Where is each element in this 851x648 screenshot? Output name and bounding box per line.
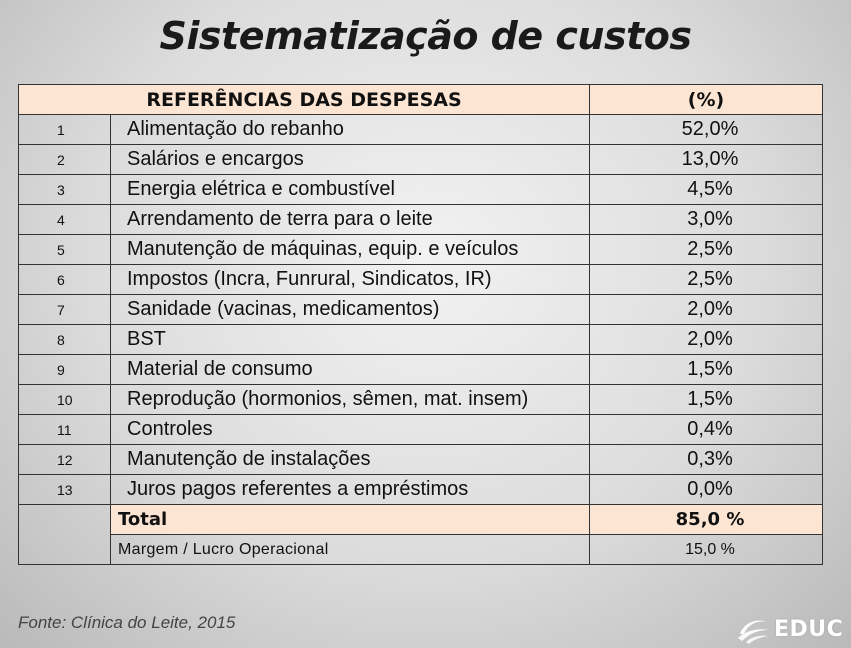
row-percent: 0,3% bbox=[589, 444, 823, 475]
row-number: 5 bbox=[18, 234, 111, 265]
row-number: 4 bbox=[18, 204, 111, 235]
row-description: Salários e encargos bbox=[110, 144, 590, 175]
row-number: 12 bbox=[18, 444, 111, 475]
margin-label: Margem / Lucro Operacional bbox=[110, 534, 590, 565]
table-row: 2 Salários e encargos 13,0% bbox=[18, 144, 823, 175]
table-row: 10 Reprodução (hormonios, sêmen, mat. ins… bbox=[18, 384, 823, 415]
row-description: Energia elétrica e combustível bbox=[110, 174, 590, 205]
row-percent: 2,0% bbox=[589, 294, 823, 325]
row-percent: 1,5% bbox=[589, 354, 823, 385]
row-percent: 52,0% bbox=[589, 114, 823, 145]
row-percent: 0,4% bbox=[589, 414, 823, 445]
row-number: 11 bbox=[18, 414, 111, 445]
cost-table: REFERÊNCIAS DAS DESPESAS (%) 1 Alimentaçã… bbox=[18, 84, 823, 565]
row-number: 9 bbox=[18, 354, 111, 385]
row-description: Manutenção de instalações bbox=[110, 444, 590, 475]
table-row: 7 Sanidade (vacinas, medicamentos) 2,0% bbox=[18, 294, 823, 325]
table-row: 13 Juros pagos referentes a empréstimos 0,… bbox=[18, 474, 823, 505]
row-description: Reprodução (hormonios, sêmen, mat. insem… bbox=[110, 384, 590, 415]
margin-value: 15,0 % bbox=[589, 534, 823, 565]
row-number: 13 bbox=[18, 474, 111, 505]
empty-cell bbox=[18, 504, 111, 565]
table-row: 5 Manutenção de máquinas, equip. e veícul… bbox=[18, 234, 823, 265]
row-description: BST bbox=[110, 324, 590, 355]
row-description: Arrendamento de terra para o leite bbox=[110, 204, 590, 235]
table-row: 11 Controles 0,4% bbox=[18, 414, 823, 445]
page-title: Sistematização de custos bbox=[159, 14, 692, 58]
row-description: Alimentação do rebanho bbox=[110, 114, 590, 145]
row-number: 3 bbox=[18, 174, 111, 205]
globe-swoosh-icon bbox=[738, 620, 768, 644]
table-row: 1 Alimentação do rebanho 52,0% bbox=[18, 114, 823, 145]
source-note: Fonte: Clínica do Leite, 2015 bbox=[18, 613, 236, 632]
row-number: 1 bbox=[18, 114, 111, 145]
row-description: Material de consumo bbox=[110, 354, 590, 385]
row-description: Juros pagos referentes a empréstimos bbox=[110, 474, 590, 505]
table-row: 3 Energia elétrica e combustível 4,5% bbox=[18, 174, 823, 205]
row-number: 6 bbox=[18, 264, 111, 295]
header-references: REFERÊNCIAS DAS DESPESAS bbox=[18, 84, 590, 115]
total-value: 85,0 % bbox=[589, 504, 823, 535]
table-header-row: REFERÊNCIAS DAS DESPESAS (%) bbox=[18, 84, 823, 115]
table-row: 6 Impostos (Incra, Funrural, Sindicatos, … bbox=[18, 264, 823, 295]
table-row: 9 Material de consumo 1,5% bbox=[18, 354, 823, 385]
header-percent: (%) bbox=[589, 84, 823, 115]
row-percent: 13,0% bbox=[589, 144, 823, 175]
table-row: 4 Arrendamento de terra para o leite 3,0% bbox=[18, 204, 823, 235]
row-percent: 2,0% bbox=[589, 324, 823, 355]
row-number: 8 bbox=[18, 324, 111, 355]
row-percent: 4,5% bbox=[589, 174, 823, 205]
row-number: 7 bbox=[18, 294, 111, 325]
margin-row: Margem / Lucro Operacional 15,0 % bbox=[19, 534, 823, 565]
row-percent: 2,5% bbox=[589, 264, 823, 295]
row-percent: 1,5% bbox=[589, 384, 823, 415]
row-number: 10 bbox=[18, 384, 111, 415]
row-number: 2 bbox=[18, 144, 111, 175]
table-row: 8 BST 2,0% bbox=[18, 324, 823, 355]
row-description: Manutenção de máquinas, equip. e veículo… bbox=[110, 234, 590, 265]
row-description: Sanidade (vacinas, medicamentos) bbox=[110, 294, 590, 325]
logo-text: EDUC bbox=[774, 616, 844, 642]
educ-logo: EDUC bbox=[736, 610, 851, 648]
row-description: Controles bbox=[110, 414, 590, 445]
row-percent: 2,5% bbox=[589, 234, 823, 265]
row-percent: 0,0% bbox=[589, 474, 823, 505]
total-label: Total bbox=[110, 504, 590, 535]
total-row: Total 85,0 % bbox=[18, 504, 823, 565]
table-row: 12 Manutenção de instalações 0,3% bbox=[18, 444, 823, 475]
row-description: Impostos (Incra, Funrural, Sindicatos, I… bbox=[110, 264, 590, 295]
row-percent: 3,0% bbox=[589, 204, 823, 235]
